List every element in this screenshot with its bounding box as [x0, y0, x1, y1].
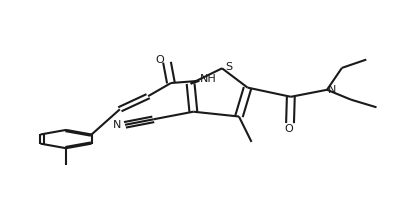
Text: NH: NH — [200, 74, 216, 84]
Text: O: O — [156, 55, 164, 65]
Text: S: S — [226, 62, 233, 72]
Text: O: O — [284, 124, 293, 134]
Text: N: N — [113, 120, 121, 130]
Text: N: N — [327, 85, 336, 95]
